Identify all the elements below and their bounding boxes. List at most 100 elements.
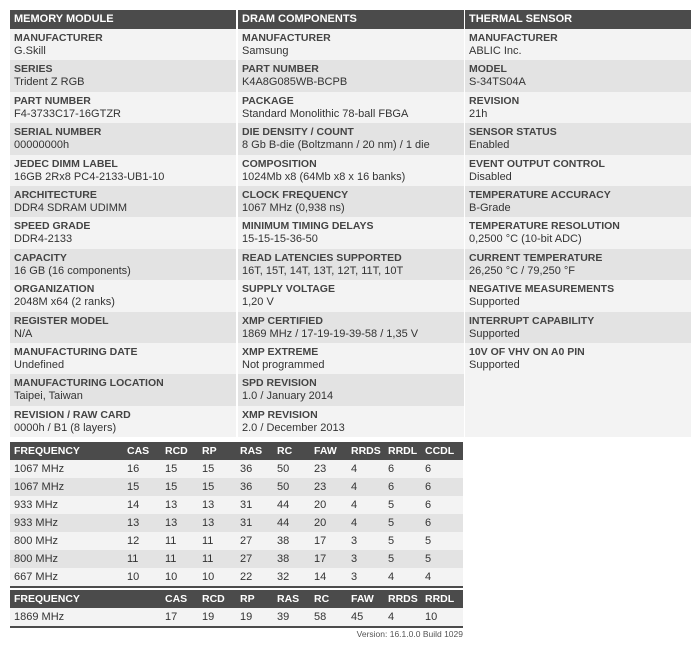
table-cell: 6 [425,517,432,529]
property-label: MINIMUM TIMING DELAYS [242,220,374,233]
empty-area [465,374,691,438]
table-cell: 13 [202,499,215,511]
table-cell: 38 [277,553,290,565]
column-header: RCD [202,593,225,605]
property-value: B-Grade [469,201,511,214]
column-header: RP [240,593,255,605]
property-row: CAPACITY 16 GB (16 components) [10,248,236,281]
property-label: MANUFACTURER [469,32,558,44]
table-cell: 15 [202,463,215,475]
table-cell: 5 [425,535,432,547]
property-label: NEGATIVE MEASUREMENTS [469,283,615,296]
property-row: CLOCK FREQUENCY 1067 MHz (0,938 ns) [238,185,464,218]
table-cell: 5 [388,499,395,511]
table-cell: 4 [351,463,358,475]
property-value: 15-15-15-36-50 [242,233,318,246]
property-label: READ LATENCIES SUPPORTED [242,251,402,264]
property-value: 16GB 2Rx8 PC4-2133-UB1-10 [14,170,165,183]
property-label: MANUFACTURING DATE [14,345,138,358]
property-label: CLOCK FREQUENCY [242,188,349,201]
property-label: MODEL [469,63,507,76]
property-row: NEGATIVE MEASUREMENTS Supported [465,280,691,312]
property-label: TEMPERATURE ACCURACY [469,188,611,201]
property-row: MANUFACTURER ABLIC Inc. [465,29,691,61]
property-label: CURRENT TEMPERATURE [469,251,603,264]
table-cell: 1869 MHz [14,611,65,623]
property-label: REGISTER MODEL [14,314,109,327]
property-value: Standard Monolithic 78-ball FBGA [242,107,409,120]
property-value: K4A8G085WB-BCPB [242,76,348,89]
table-header: FREQUENCY CAS RCD RP RAS RC FAW RRDS RRDL CCDL [10,442,463,460]
property-value: 1869 MHz / 17-19-19-39-58 / 1,35 V [242,327,419,340]
property-value: 26,250 °C / 79,250 °F [469,264,576,277]
column-header: CAS [127,445,150,457]
table-cell: 36 [240,481,253,493]
property-label: MANUFACTURER [14,32,103,44]
table-cell: 19 [240,611,253,623]
property-label: SUPPLY VOLTAGE [242,283,335,296]
property-row: REVISION 21h [465,91,691,124]
table-cell: 44 [277,499,290,511]
table-cell: 800 MHz [14,553,59,565]
table-cell: 3 [351,571,358,583]
table-cell: 6 [388,463,395,475]
property-label: SERIES [14,63,53,76]
property-value: F4-3733C17-16GTZR [14,107,121,120]
section-memory-module: MEMORY MODULE MANUFACTURER G.Skill SERIES Tr… [10,10,236,438]
property-label: EVENT OUTPUT CONTROL [469,157,605,170]
table-cell: 17 [314,553,327,565]
table-cell: 50 [277,481,290,493]
table-cell: 933 MHz [14,517,59,529]
property-value: Not programmed [242,358,325,371]
property-row: CURRENT TEMPERATURE 26,250 °C / 79,250 °F [465,248,691,281]
table-cell: 20 [314,499,327,511]
column-header: RRDL [388,445,418,457]
section-thermal-sensor: THERMAL SENSOR MANUFACTURER ABLIC Inc. MODE… [465,10,691,438]
table-cell: 15 [127,481,140,493]
table-body: 1869 MHz 17 19 19 39 58 45 4 10 [10,608,463,626]
property-value: 00000000h [14,139,70,152]
version-label: Version: 16.1.0.0 Build 1029 [356,629,463,639]
table-cell: 5 [388,535,395,547]
column-header: RRDL [425,593,455,605]
property-value: Supported [469,358,520,371]
property-row: TEMPERATURE RESOLUTION 0,2500 °C (10-bit … [465,217,691,249]
property-label: DIE DENSITY / COUNT [242,126,354,139]
table-cell: 6 [425,463,432,475]
property-row: XMP REVISION 2.0 / December 2013 [238,405,464,438]
property-row: MANUFACTURING DATE Undefined [10,342,236,375]
property-label: MANUFACTURER [242,32,331,44]
property-label: XMP REVISION [242,408,318,421]
table-cell: 4 [351,481,358,493]
property-value: 2.0 / December 2013 [242,421,345,434]
property-value: S-34TS04A [469,76,526,89]
property-value: ABLIC Inc. [469,45,522,57]
table-cell: 800 MHz [14,535,59,547]
property-value: Enabled [469,139,510,152]
property-value: 2048M x64 (2 ranks) [14,296,115,309]
table-cell: 1067 MHz [14,481,65,493]
property-value: G.Skill [14,45,46,57]
property-label: PART NUMBER [14,94,91,107]
property-label: PACKAGE [242,94,294,107]
table-cell: 39 [277,611,290,623]
table-cell: 13 [165,517,178,529]
table-cell: 14 [314,571,327,583]
column-header: RP [202,445,217,457]
table-cell: 6 [425,481,432,493]
property-row: READ LATENCIES SUPPORTED 16T, 15T, 14T, 1… [238,248,464,281]
table-cell: 4 [351,517,358,529]
table-row: 800 MHz 11 11 11 27 38 17 3 5 5 [10,550,463,568]
property-label: TEMPERATURE RESOLUTION [469,220,620,233]
property-label: PART NUMBER [242,63,319,76]
property-row: MINIMUM TIMING DELAYS 15-15-15-36-50 [238,217,464,249]
table-cell: 19 [202,611,215,623]
property-label: XMP EXTREME [242,345,319,358]
property-label: XMP CERTIFIED [242,314,323,327]
table-cell: 15 [165,481,178,493]
property-value: Supported [469,327,520,340]
table-cell: 1067 MHz [14,463,65,475]
section-body: MANUFACTURER G.Skill SERIES Trident Z RGB PA… [10,29,236,438]
table-cell: 10 [425,611,438,623]
table-cell: 38 [277,535,290,547]
